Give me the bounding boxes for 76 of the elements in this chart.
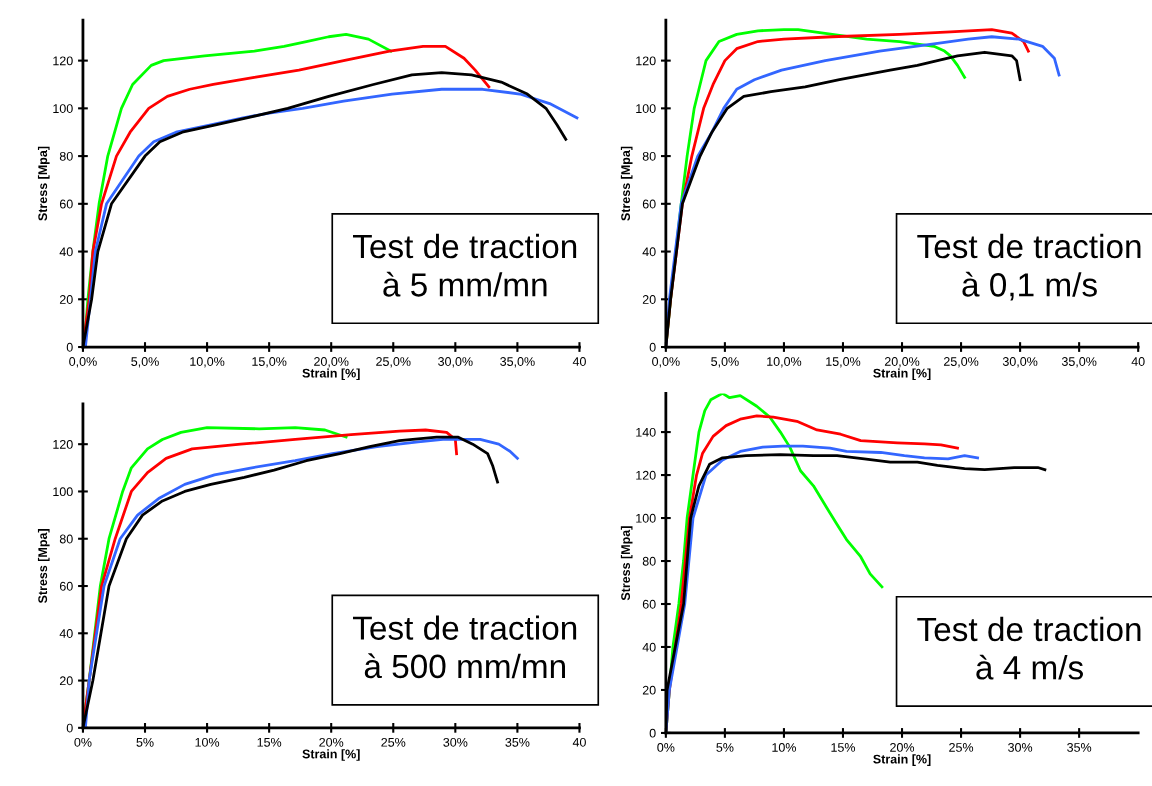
x-tick-label: 40 bbox=[572, 737, 586, 747]
y-axis-title: Stress [Mpa] bbox=[37, 146, 50, 221]
y-axis-title: Stress [Mpa] bbox=[620, 526, 633, 601]
y-tick-label: 120 bbox=[53, 439, 73, 449]
y-tick-label: 120 bbox=[53, 56, 73, 66]
x-tick-label: 25,0% bbox=[376, 357, 411, 368]
annotation: Test de traction à 0,1 m/s bbox=[917, 233, 1141, 301]
x-axis-title: Strain [%] bbox=[302, 749, 360, 761]
y-tick-label: 140 bbox=[636, 427, 656, 437]
y-tick-label: 60 bbox=[642, 199, 656, 209]
x-tick-label: 35,0% bbox=[1061, 357, 1097, 368]
y-tick-label: 80 bbox=[642, 151, 656, 161]
y-tick-label: 0 bbox=[66, 342, 73, 352]
y-tick-label: 120 bbox=[636, 470, 656, 480]
y-tick-label: 80 bbox=[59, 151, 73, 161]
x-tick-label: 0% bbox=[657, 743, 675, 752]
y-tick-label: 60 bbox=[59, 199, 73, 209]
x-tick-label: 10% bbox=[195, 737, 220, 747]
x-tick-label: 25% bbox=[381, 737, 406, 747]
x-axis-title: Strain [%] bbox=[873, 368, 931, 381]
x-tick-label: 15,0% bbox=[826, 357, 861, 368]
y-tick-label: 80 bbox=[642, 556, 656, 566]
x-tick-label: 0,0% bbox=[652, 357, 680, 368]
annotation: Test de traction à 4 m/s bbox=[917, 616, 1141, 680]
x-tick-label: 30% bbox=[443, 737, 468, 747]
x-tick-label: 20% bbox=[319, 737, 344, 747]
y-tick-label: 120 bbox=[636, 56, 656, 66]
x-tick-label: 20,0% bbox=[884, 357, 920, 368]
x-tick-label: 35,0% bbox=[500, 357, 535, 368]
x-tick-label: 15% bbox=[257, 737, 282, 747]
x-tick-label: 20,0% bbox=[314, 357, 349, 368]
y-tick-label: 20 bbox=[642, 295, 656, 304]
x-tick-label: 10,0% bbox=[190, 357, 225, 368]
x-tick-label: 10% bbox=[772, 743, 796, 752]
y-tick-label: 20 bbox=[59, 676, 73, 686]
x-tick-label: 15,0% bbox=[252, 357, 287, 368]
y-tick-label: 40 bbox=[59, 247, 73, 257]
y-tick-label: 20 bbox=[59, 295, 73, 304]
y-tick-label: 40 bbox=[642, 642, 656, 652]
x-tick-label: 40 bbox=[572, 357, 586, 366]
y-tick-label: 100 bbox=[636, 104, 656, 113]
x-axis-title: Strain [%] bbox=[873, 754, 931, 766]
y-tick-label: 40 bbox=[59, 629, 73, 638]
x-tick-label: 30,0% bbox=[438, 357, 473, 368]
x-tick-label: 30% bbox=[1008, 743, 1033, 752]
y-tick-label: 0 bbox=[66, 723, 73, 733]
x-tick-label: 20% bbox=[890, 743, 915, 752]
x-tick-label: 5% bbox=[136, 737, 154, 747]
annotation: Test de traction à 500 mm/mn bbox=[353, 615, 577, 679]
x-tick-label: 25% bbox=[949, 743, 974, 752]
y-tick-label: 100 bbox=[53, 487, 73, 497]
x-tick-label: 5,0% bbox=[711, 357, 739, 368]
x-tick-label: 35% bbox=[505, 737, 530, 747]
y-tick-label: 60 bbox=[642, 599, 656, 609]
y-tick-label: 100 bbox=[636, 513, 656, 523]
y-tick-label: 0 bbox=[649, 342, 656, 352]
x-tick-label: 25,0% bbox=[943, 357, 979, 368]
y-axis-title: Stress [Mpa] bbox=[620, 146, 633, 221]
x-tick-label: 15% bbox=[831, 743, 856, 752]
x-tick-label: 40 bbox=[1131, 357, 1145, 366]
y-tick-label: 60 bbox=[59, 581, 73, 591]
y-tick-label: 0 bbox=[649, 728, 656, 738]
x-tick-label: 30,0% bbox=[1002, 357, 1038, 368]
y-tick-label: 40 bbox=[642, 247, 656, 257]
x-tick-label: 35% bbox=[1067, 743, 1092, 752]
x-tick-label: 10,0% bbox=[767, 357, 802, 368]
x-axis-title: Strain [%] bbox=[302, 368, 360, 381]
y-tick-label: 100 bbox=[53, 104, 73, 113]
y-axis-title: Stress [Mpa] bbox=[37, 529, 50, 604]
annotation: Test de traction à 5 mm/mn bbox=[353, 233, 577, 297]
y-tick-label: 80 bbox=[59, 534, 73, 544]
x-tick-label: 5,0% bbox=[131, 357, 159, 368]
x-tick-label: 0% bbox=[74, 737, 92, 747]
x-tick-label: 0,0% bbox=[69, 357, 97, 368]
x-tick-label: 5% bbox=[716, 743, 734, 752]
y-tick-label: 20 bbox=[642, 685, 656, 695]
